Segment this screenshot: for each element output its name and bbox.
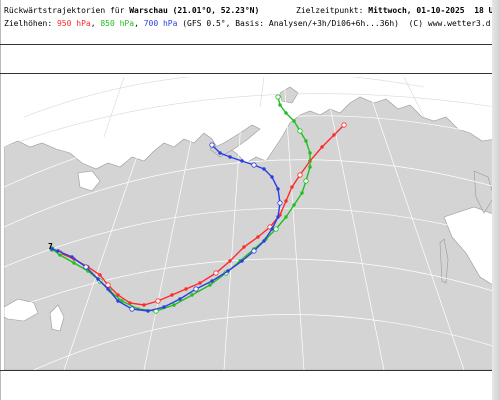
trajectory-map: 7 bbox=[4, 77, 496, 370]
island-sakhalin bbox=[439, 238, 449, 284]
trajectory-point-700 bbox=[50, 247, 54, 251]
sea-caspian bbox=[49, 304, 65, 332]
trajectory-point-700 bbox=[251, 162, 257, 168]
trajectory-point-850 bbox=[292, 119, 296, 123]
label-700: 700 hPa bbox=[143, 19, 178, 28]
trajectory-point-950 bbox=[98, 273, 102, 277]
trajectory-point-700 bbox=[228, 155, 232, 159]
trajectory-point-700 bbox=[251, 248, 257, 254]
trajectory-point-700 bbox=[96, 277, 100, 281]
trajectory-point-700 bbox=[276, 187, 280, 191]
trajectory-point-850 bbox=[278, 103, 282, 107]
trajectory-point-950 bbox=[332, 133, 336, 137]
trajectory-point-950 bbox=[341, 122, 347, 128]
trajectory-point-700 bbox=[56, 249, 60, 253]
trajectory-point-950 bbox=[290, 185, 294, 189]
trajectory-point-700 bbox=[116, 299, 120, 303]
trajectory-point-950 bbox=[213, 270, 219, 276]
trajectory-point-700 bbox=[270, 175, 274, 179]
trajectory-point-950 bbox=[242, 245, 246, 249]
label-850: 850 hPa bbox=[100, 19, 135, 28]
trajectory-point-850 bbox=[273, 226, 279, 232]
trajectory-point-700 bbox=[209, 142, 215, 148]
label-950: 950 hPa bbox=[56, 19, 91, 28]
trajectory-point-950 bbox=[105, 282, 111, 288]
trajectory-point-700 bbox=[262, 239, 266, 243]
trajectory-point-700 bbox=[83, 264, 89, 270]
trajectory-line-700 bbox=[51, 144, 281, 312]
trajectory-point-700 bbox=[178, 297, 182, 301]
trajectory-point-850 bbox=[208, 283, 212, 287]
sea-white bbox=[77, 170, 101, 192]
trajectory-point-700 bbox=[162, 305, 166, 309]
trajectory-point-950 bbox=[256, 235, 260, 239]
city-name: Warschau bbox=[129, 6, 168, 15]
trajectory-point-700 bbox=[276, 215, 280, 219]
trajectory-point-850 bbox=[172, 303, 176, 307]
sea-black bbox=[4, 298, 39, 322]
trajectory-point-700 bbox=[146, 309, 150, 313]
trajectory-point-700 bbox=[106, 287, 110, 291]
divider-top bbox=[0, 44, 500, 45]
trajectory-point-950 bbox=[142, 303, 146, 307]
trajectory-point-850 bbox=[120, 299, 124, 303]
trajectory-point-850 bbox=[308, 151, 312, 155]
trajectory-point-950 bbox=[284, 199, 288, 203]
island-severnaya bbox=[279, 86, 299, 104]
trajectory-point-700 bbox=[262, 167, 266, 171]
trajectory-point-950 bbox=[320, 145, 324, 149]
divider-map-bottom bbox=[0, 370, 500, 371]
start-marker-label: 7 bbox=[48, 242, 53, 251]
trajectory-point-850 bbox=[284, 111, 288, 115]
trajectory-point-700 bbox=[240, 259, 244, 263]
trajectory-point-700 bbox=[240, 159, 244, 163]
subtitle: Zielhöhen: 950 hPa, 850 hPa, 700 hPa (GF… bbox=[4, 19, 491, 28]
target-time: Zielzeitpunkt: Mittwoch, 01-10-2025 18 U… bbox=[296, 6, 499, 15]
trajectory-point-850 bbox=[304, 139, 308, 143]
trajectory-point-950 bbox=[228, 259, 232, 263]
trajectory-point-700 bbox=[210, 279, 214, 283]
trajectory-point-950 bbox=[198, 281, 202, 285]
trajectory-point-950 bbox=[184, 287, 188, 291]
trajectory-700-hpa bbox=[50, 142, 283, 313]
trajectory-point-700 bbox=[218, 151, 222, 155]
trajectory-point-850 bbox=[284, 215, 288, 219]
trajectory-point-700 bbox=[129, 306, 135, 312]
window-edge bbox=[492, 0, 500, 400]
trajectory-point-850 bbox=[58, 253, 62, 257]
trajectory-point-950 bbox=[116, 293, 120, 297]
trajectory-point-850 bbox=[308, 165, 312, 169]
land-kamchatka bbox=[473, 170, 495, 214]
trajectory-point-950 bbox=[170, 293, 174, 297]
title: Rückwärtstrajektorien für Warschau (21.0… bbox=[4, 6, 260, 15]
trajectory-point-700 bbox=[70, 255, 74, 259]
trajectory-point-950 bbox=[297, 172, 303, 178]
divider-map-top bbox=[0, 73, 500, 74]
trajectory-point-700 bbox=[226, 269, 230, 273]
trajectory-point-850 bbox=[275, 94, 281, 100]
trajectory-point-950 bbox=[155, 298, 161, 304]
trajectory-point-850 bbox=[300, 191, 304, 195]
trajectory-point-850 bbox=[190, 293, 194, 297]
graticule-sea bbox=[4, 77, 496, 148]
city-coords: (21.01°O, 52.23°N) bbox=[167, 6, 260, 15]
trajectory-point-850 bbox=[303, 178, 309, 184]
trajectory-point-700 bbox=[277, 200, 283, 206]
trajectory-point-850 bbox=[297, 128, 303, 134]
trajectory-point-850 bbox=[72, 261, 76, 265]
trajectory-point-700 bbox=[193, 286, 199, 292]
trajectory-point-850 bbox=[292, 203, 296, 207]
basis-text: (GFS 0.5°, Basis: Analysen/+3h/Di06+6h..… bbox=[177, 19, 491, 28]
trajectory-point-700 bbox=[270, 227, 274, 231]
